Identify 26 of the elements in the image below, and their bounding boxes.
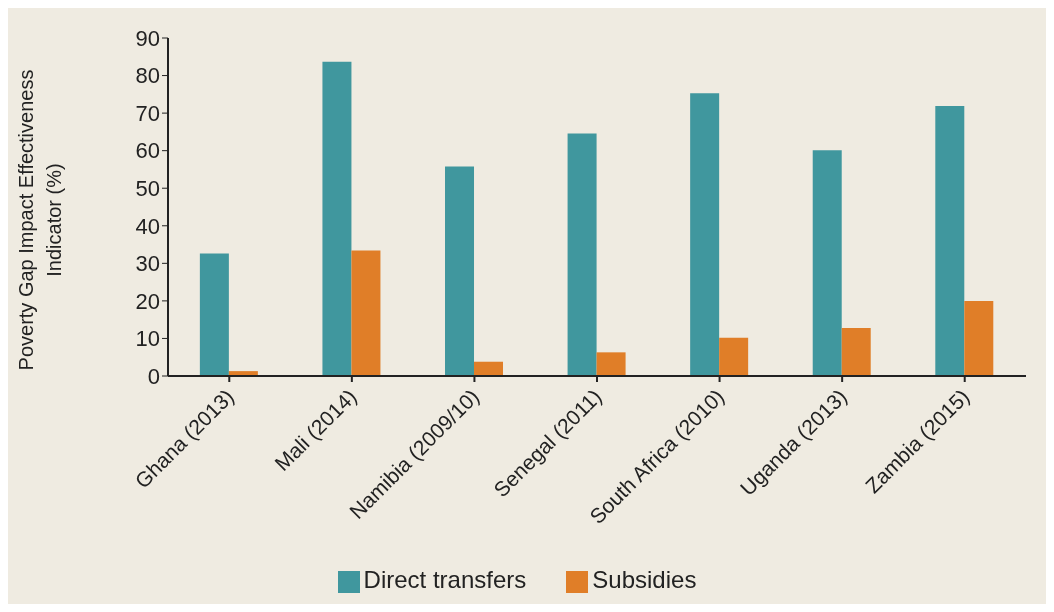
bar [474,361,504,376]
y-tick-label: 50 [135,176,160,202]
y-tick-label: 20 [135,288,160,314]
y-tick-label: 80 [135,63,160,89]
y-tick-label: 90 [135,25,160,51]
bar [719,337,749,376]
y-tick-label: 40 [135,213,160,239]
bar [964,300,994,376]
legend-label: Subsidies [592,566,697,593]
bar [812,150,842,376]
legend-label: Direct transfers [363,566,527,593]
bar [841,327,871,376]
bar [322,61,352,376]
bar [935,105,965,376]
y-tick-label: 10 [135,326,160,352]
y-tick-label: 30 [135,251,160,277]
y-axis-title: Poverty Gap Impact Effectiveness Indicator (%) [14,68,66,373]
bar [596,352,626,376]
bar [567,133,597,376]
bar [351,250,381,376]
bar [199,253,229,376]
y-tick-label: 60 [135,138,160,164]
y-tick-label: 0 [147,363,160,389]
y-tick-label: 70 [135,100,160,126]
bar [690,93,720,376]
bar [445,166,475,376]
